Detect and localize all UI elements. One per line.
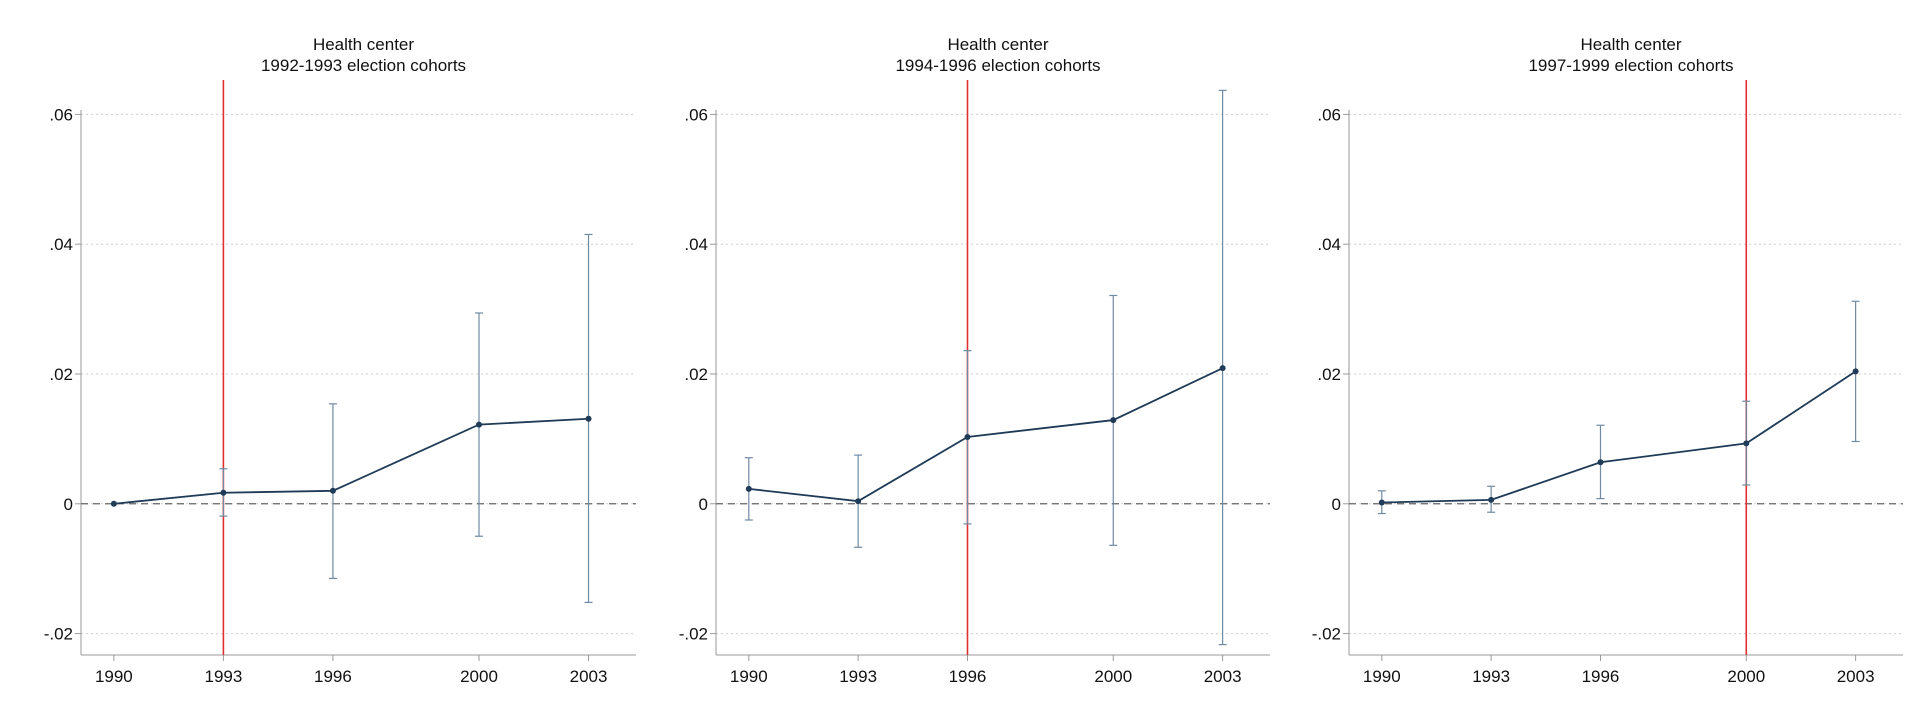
x-tick-label: 1993 — [839, 667, 877, 686]
data-point — [1110, 417, 1117, 424]
y-tick-label: .02 — [49, 365, 73, 384]
y-tick-label: .06 — [49, 105, 73, 124]
panel-subtitle: 1994-1996 election cohorts — [895, 56, 1100, 75]
data-point — [1219, 365, 1226, 372]
series-line — [748, 367, 1224, 503]
data-point — [745, 485, 752, 492]
panel-3: Health center 1997-1999 election cohorts -… — [1312, 35, 1903, 686]
data-point — [1378, 499, 1385, 506]
x-tick-label: 1996 — [314, 667, 352, 686]
y-tick-label: 0 — [699, 495, 708, 514]
x-tick-label: 1990 — [1363, 667, 1401, 686]
data-point — [1488, 496, 1495, 503]
x-tick-label: 2003 — [570, 667, 608, 686]
x-tick-label: 1996 — [949, 667, 987, 686]
x-tick-label: 2003 — [1837, 667, 1875, 686]
data-point — [585, 415, 592, 422]
y-tick-label: .04 — [1317, 235, 1341, 254]
panel-subtitle: 1997-1999 election cohorts — [1528, 56, 1733, 75]
data-point — [110, 500, 117, 507]
data-point — [1743, 440, 1750, 447]
panel-subtitle: 1992-1993 election cohorts — [261, 56, 466, 75]
panel-2: Health center 1994-1996 election cohorts -… — [679, 35, 1270, 686]
x-tick-label: 2000 — [460, 667, 498, 686]
data-point — [964, 433, 971, 440]
x-tick-label: 1990 — [730, 667, 768, 686]
y-tick-label: .04 — [49, 235, 73, 254]
x-tick-label: 1993 — [204, 667, 242, 686]
data-point — [1597, 459, 1604, 466]
x-tick-label: 1993 — [1472, 667, 1510, 686]
y-tick-label: .02 — [684, 365, 708, 384]
x-tick-label: 1990 — [95, 667, 133, 686]
data-point — [329, 487, 336, 494]
y-tick-label: .06 — [684, 105, 708, 124]
y-tick-label: -.02 — [1312, 625, 1341, 644]
data-point — [220, 489, 227, 496]
y-tick-label: .02 — [1317, 365, 1341, 384]
panel-title: Health center — [1580, 35, 1681, 54]
series-line — [113, 417, 589, 505]
data-point — [855, 498, 862, 505]
data-point — [1852, 368, 1859, 375]
y-tick-label: .06 — [1317, 105, 1341, 124]
x-tick-label: 2003 — [1204, 667, 1242, 686]
y-tick-label: -.02 — [679, 625, 708, 644]
panel-title: Health center — [947, 35, 1048, 54]
y-tick-label: -.02 — [44, 625, 73, 644]
y-tick-label: 0 — [64, 495, 73, 514]
x-tick-label: 1996 — [1582, 667, 1620, 686]
data-point — [475, 421, 482, 428]
x-tick-label: 2000 — [1094, 667, 1132, 686]
y-tick-label: .04 — [684, 235, 708, 254]
series-line — [1381, 370, 1857, 504]
panel-1: Health center 1992-1993 election cohorts -… — [44, 35, 636, 686]
x-tick-label: 2000 — [1727, 667, 1765, 686]
y-tick-label: 0 — [1332, 495, 1341, 514]
panel-title: Health center — [313, 35, 414, 54]
